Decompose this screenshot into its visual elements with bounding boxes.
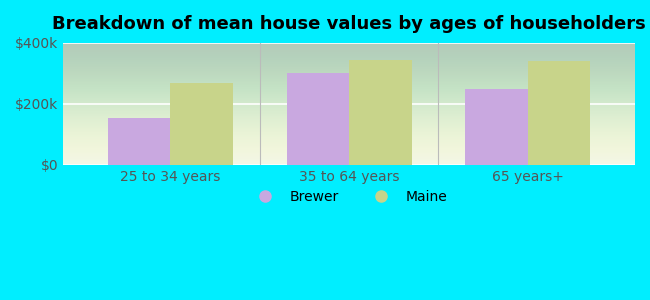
Bar — [287, 74, 349, 165]
Legend: Brewer, Maine: Brewer, Maine — [245, 184, 453, 209]
Bar — [349, 60, 411, 165]
Bar — [528, 61, 590, 165]
Title: Breakdown of mean house values by ages of householders: Breakdown of mean house values by ages o… — [52, 15, 646, 33]
Bar — [108, 118, 170, 165]
Bar — [170, 82, 233, 165]
Bar — [465, 89, 528, 165]
